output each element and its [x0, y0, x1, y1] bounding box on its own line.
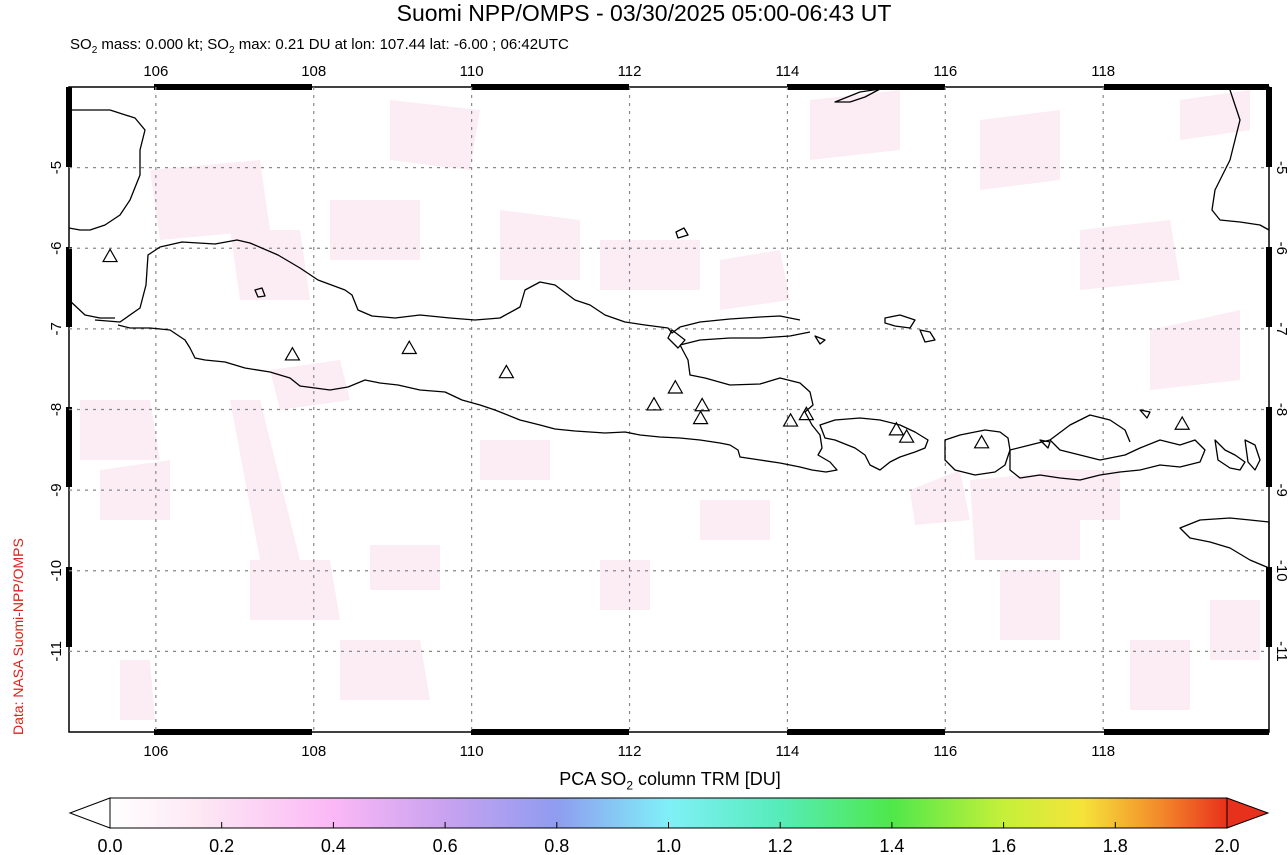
colorbar-tick-label: 1.0 — [656, 836, 681, 855]
lat-label-left: -9 — [48, 483, 65, 496]
longitude-labels: 106 106 108 108 110 110 112 112 114 114 116 116 118 1… — [143, 63, 1115, 760]
colorbar-tick-label: 1.6 — [991, 836, 1016, 855]
volcano-icon — [888, 421, 905, 436]
colorbar-tick-label: 0.2 — [209, 836, 234, 855]
so2-field — [80, 90, 1260, 720]
lon-label-top: 106 — [143, 63, 168, 80]
coast-island-6 — [254, 287, 266, 298]
coast-island-1 — [675, 227, 689, 239]
volcano-icon — [667, 379, 684, 394]
coast-island-10 — [1139, 409, 1151, 419]
lat-label-right: -8 — [1273, 403, 1288, 416]
lat-label-right: -11 — [1273, 641, 1288, 662]
volcano-icon — [782, 412, 799, 427]
coast-sulawesi — [1211, 89, 1270, 231]
volcano-icon — [898, 428, 915, 443]
volcano-icon — [498, 364, 515, 379]
volcano-icon — [1174, 415, 1191, 430]
coast-madura — [679, 331, 811, 346]
subtitle-suffix: max: 0.21 DU at lon: 107.44 lat: -6.00 ;… — [234, 36, 569, 53]
colorbar-title-suffix: column TRM [DU] — [633, 769, 781, 789]
coastlines — [68, 88, 1270, 569]
coast-island-4 — [814, 335, 826, 345]
colorbar-tick-label: 0.0 — [97, 836, 122, 855]
colorbar-title: PCA SO2 column TRM [DU] — [0, 768, 1288, 797]
colorbar-low-arrow — [68, 797, 111, 829]
colorbar-tick-label: 2.0 — [1214, 836, 1239, 855]
volcano-icon — [692, 410, 709, 425]
coast-island-2 — [884, 314, 916, 329]
volcano-icon — [798, 406, 815, 421]
lon-label-bottom: 118 — [1091, 743, 1115, 760]
volcano-icon — [401, 340, 418, 355]
colorbar-title-subscript: 2 — [626, 778, 633, 793]
lat-label-right: -6 — [1273, 242, 1288, 255]
lat-label-right: -7 — [1273, 322, 1288, 335]
lon-label-top: 114 — [775, 63, 799, 80]
coast-island-9 — [1244, 439, 1261, 471]
colorbar: 0.0 0.2 0.4 0.6 0.8 1.0 1.2 1.4 1.6 1.8 2.0 — [68, 797, 1270, 855]
lon-label-top: 110 — [460, 63, 484, 80]
coast-bali — [819, 417, 929, 471]
lat-label-left: -6 — [48, 242, 65, 255]
map-figure: 106 106 108 108 110 110 112 112 114 114 116 116 118 1… — [48, 63, 1288, 760]
lon-label-bottom: 108 — [301, 743, 326, 760]
lon-label-bottom: 112 — [618, 743, 642, 760]
colorbar-tick-label: 0.4 — [321, 836, 346, 855]
coast-java-east — [117, 324, 838, 473]
map-title: Suomi NPP/OMPS - 03/30/2025 05:00-06:43 … — [396, 0, 892, 26]
colorbar-tick-label: 1.2 — [768, 836, 793, 855]
colorbar-tick-label: 0.6 — [433, 836, 458, 855]
coast-island-3 — [919, 329, 936, 343]
graticule — [69, 87, 1269, 732]
subtitle-middle: mass: 0.000 kt; SO — [97, 36, 229, 53]
lon-label-bottom: 106 — [143, 743, 168, 760]
so2-summary: SO2 mass: 0.000 kt; SO2 max: 0.21 DU at … — [70, 36, 569, 60]
lon-label-top: 108 — [301, 63, 326, 80]
latitude-labels: -5 -5 -6 -6 -7 -7 -8 -8 -9 -9 -10 -10 -11 -11 — [48, 161, 1288, 662]
lon-label-top: 112 — [618, 63, 642, 80]
volcano-icon — [973, 434, 990, 449]
colorbar-tick-label: 0.8 — [544, 836, 569, 855]
volcano-icon — [694, 397, 711, 412]
colorbar-tick-label: 1.4 — [879, 836, 904, 855]
lon-label-bottom: 114 — [775, 743, 799, 760]
lat-label-left: -5 — [48, 161, 65, 174]
subtitle-subscript: 2 — [91, 45, 98, 56]
lat-label-left: -10 — [48, 560, 65, 582]
colorbar-title-prefix: PCA SO — [559, 769, 627, 789]
lat-label-right: -5 — [1273, 161, 1288, 174]
coast-sumba — [1179, 517, 1270, 569]
coast-sumatra-south — [68, 299, 115, 319]
lat-label-right: -9 — [1273, 483, 1288, 496]
subtitle-subscript-2: 2 — [228, 45, 235, 56]
volcano-icon — [102, 248, 119, 263]
map-border-bars — [66, 84, 1272, 735]
subtitle-prefix: SO — [70, 36, 92, 53]
lon-label-top: 118 — [1091, 63, 1115, 80]
lat-label-right: -10 — [1273, 560, 1288, 582]
lon-label-bottom: 110 — [460, 743, 484, 760]
coast-sumbawa-north — [1049, 414, 1131, 443]
volcano-markers — [102, 248, 1191, 449]
colorbar-ticks: 0.0 0.2 0.4 0.6 0.8 1.0 1.2 1.4 1.6 1.8 2.0 — [97, 822, 1240, 855]
lat-label-left: -8 — [48, 403, 65, 416]
lon-label-top: 116 — [933, 63, 957, 80]
colorbar-high-arrow — [1226, 797, 1270, 829]
coast-island-8 — [1214, 439, 1246, 471]
lat-label-left: -11 — [48, 641, 65, 662]
volcano-icon — [284, 346, 301, 361]
volcano-icon — [645, 396, 663, 411]
coast-island-5 — [667, 329, 686, 349]
coast-sumatra — [68, 109, 146, 231]
coast-island-7 — [1039, 439, 1051, 449]
coast-sumbawa — [1009, 439, 1206, 481]
coast-kalimantan — [834, 88, 881, 103]
colorbar-tick-label: 1.8 — [1103, 836, 1128, 855]
coast-lombok — [944, 429, 1011, 476]
lon-label-bottom: 116 — [933, 743, 957, 760]
lat-label-left: -7 — [48, 322, 65, 335]
